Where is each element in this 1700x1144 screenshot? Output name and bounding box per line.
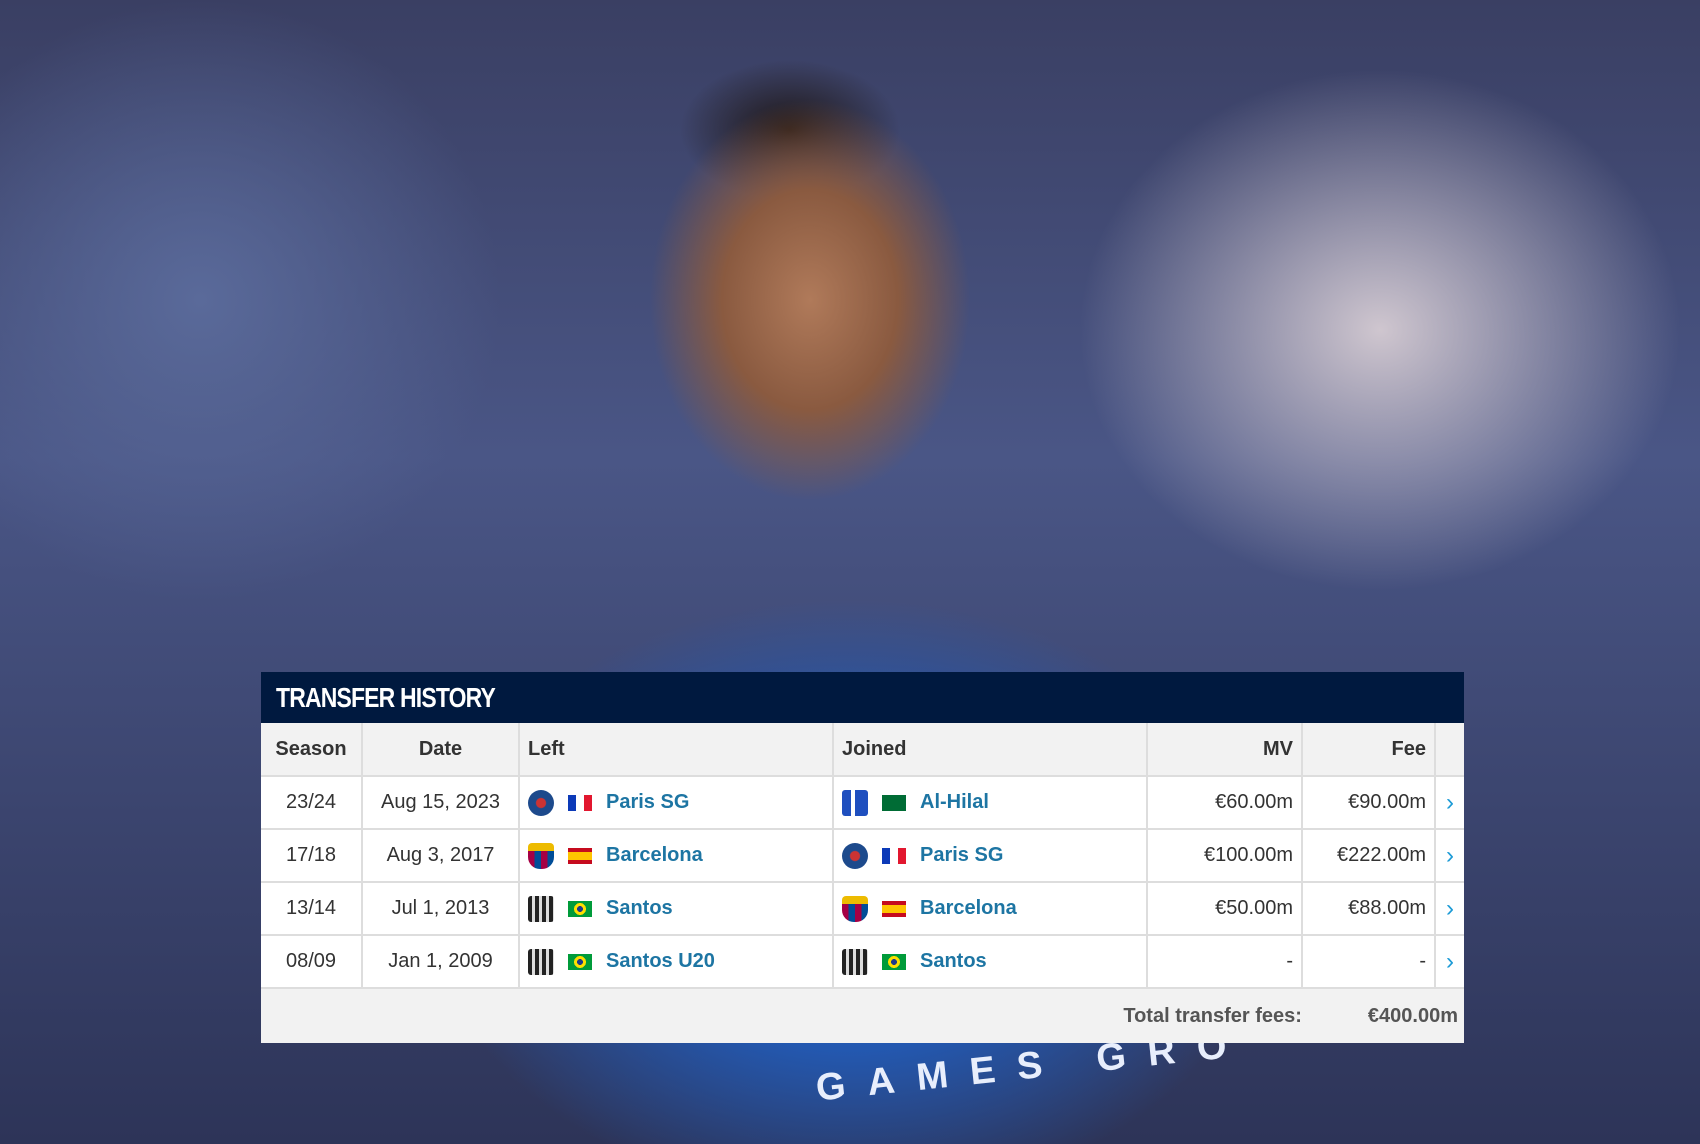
joined-club-cell: Santos bbox=[833, 934, 1148, 987]
col-mv: MV bbox=[1147, 723, 1303, 776]
total-value: €400.00m bbox=[1367, 1004, 1458, 1027]
club-link-left[interactable]: Paris SG bbox=[606, 791, 690, 813]
date-cell: Jul 1, 2013 bbox=[362, 881, 520, 935]
flag-icon bbox=[568, 900, 592, 917]
table-footer: Total transfer fees: €400.00m bbox=[261, 987, 1464, 1043]
mv-cell: - bbox=[1147, 934, 1303, 987]
joined-club-cell: Barcelona bbox=[833, 881, 1148, 935]
club-crest-icon[interactable] bbox=[842, 789, 868, 816]
col-joined: Joined bbox=[833, 723, 1148, 776]
club-crest-icon[interactable] bbox=[842, 948, 868, 975]
date-cell: Aug 15, 2023 bbox=[362, 775, 520, 829]
season-cell: 23/24 bbox=[261, 775, 363, 829]
club-crest-icon[interactable] bbox=[528, 842, 554, 869]
flag-icon bbox=[882, 953, 906, 970]
mv-cell: €60.00m bbox=[1147, 775, 1303, 829]
club-link-joined[interactable]: Al-Hilal bbox=[920, 791, 989, 813]
chevron-right-icon[interactable]: › bbox=[1435, 881, 1464, 935]
table-row: 13/14 Jul 1, 2013 Santos Barcelona €50.0… bbox=[261, 881, 1464, 935]
club-link-left[interactable]: Santos U20 bbox=[606, 950, 715, 972]
club-link-left[interactable]: Santos bbox=[606, 897, 673, 919]
season-cell: 13/14 bbox=[261, 881, 363, 935]
club-crest-icon[interactable] bbox=[528, 948, 554, 975]
club-link-joined[interactable]: Paris SG bbox=[920, 844, 1004, 866]
col-left: Left bbox=[519, 723, 834, 776]
table-row: 08/09 Jan 1, 2009 Santos U20 Santos - - … bbox=[261, 934, 1464, 987]
fee-cell: - bbox=[1302, 934, 1436, 987]
club-crest-icon[interactable] bbox=[842, 895, 868, 922]
flag-icon bbox=[882, 900, 906, 917]
chevron-right-icon[interactable]: › bbox=[1435, 934, 1464, 987]
flag-icon bbox=[568, 953, 592, 970]
club-link-joined[interactable]: Santos bbox=[920, 950, 987, 972]
flag-icon bbox=[882, 794, 906, 811]
season-cell: 08/09 bbox=[261, 934, 363, 987]
flag-icon bbox=[882, 847, 906, 864]
club-crest-icon[interactable] bbox=[528, 789, 554, 816]
total-label: Total transfer fees: bbox=[1123, 1004, 1302, 1027]
left-club-cell: Barcelona bbox=[519, 828, 834, 882]
transfer-history-panel: TRANSFER HISTORY Season Date Left Joined… bbox=[261, 672, 1464, 1043]
season-cell: 17/18 bbox=[261, 828, 363, 882]
left-club-cell: Paris SG bbox=[519, 775, 834, 829]
table-row: 17/18 Aug 3, 2017 Barcelona Paris SG €10… bbox=[261, 828, 1464, 882]
joined-club-cell: Paris SG bbox=[833, 828, 1148, 882]
flag-icon bbox=[568, 847, 592, 864]
chevron-right-icon[interactable]: › bbox=[1435, 775, 1464, 829]
transfer-table: Season Date Left Joined MV Fee 23/24 Aug… bbox=[261, 723, 1464, 987]
fee-cell: €88.00m bbox=[1302, 881, 1436, 935]
fee-cell: €222.00m bbox=[1302, 828, 1436, 882]
left-club-cell: Santos U20 bbox=[519, 934, 834, 987]
club-link-joined[interactable]: Barcelona bbox=[920, 897, 1017, 919]
table-header-row: Season Date Left Joined MV Fee bbox=[261, 723, 1464, 776]
fee-cell: €90.00m bbox=[1302, 775, 1436, 829]
panel-title: TRANSFER HISTORY bbox=[261, 672, 1464, 723]
table-row: 23/24 Aug 15, 2023 Paris SG Al-Hilal €60… bbox=[261, 775, 1464, 829]
date-cell: Jan 1, 2009 bbox=[362, 934, 520, 987]
club-crest-icon[interactable] bbox=[842, 842, 868, 869]
date-cell: Aug 3, 2017 bbox=[362, 828, 520, 882]
col-link bbox=[1435, 723, 1464, 776]
mv-cell: €50.00m bbox=[1147, 881, 1303, 935]
mv-cell: €100.00m bbox=[1147, 828, 1303, 882]
joined-club-cell: Al-Hilal bbox=[833, 775, 1148, 829]
col-date: Date bbox=[362, 723, 520, 776]
flag-icon bbox=[568, 794, 592, 811]
club-crest-icon[interactable] bbox=[528, 895, 554, 922]
left-club-cell: Santos bbox=[519, 881, 834, 935]
club-link-left[interactable]: Barcelona bbox=[606, 844, 703, 866]
col-season: Season bbox=[261, 723, 363, 776]
col-fee: Fee bbox=[1302, 723, 1436, 776]
chevron-right-icon[interactable]: › bbox=[1435, 828, 1464, 882]
